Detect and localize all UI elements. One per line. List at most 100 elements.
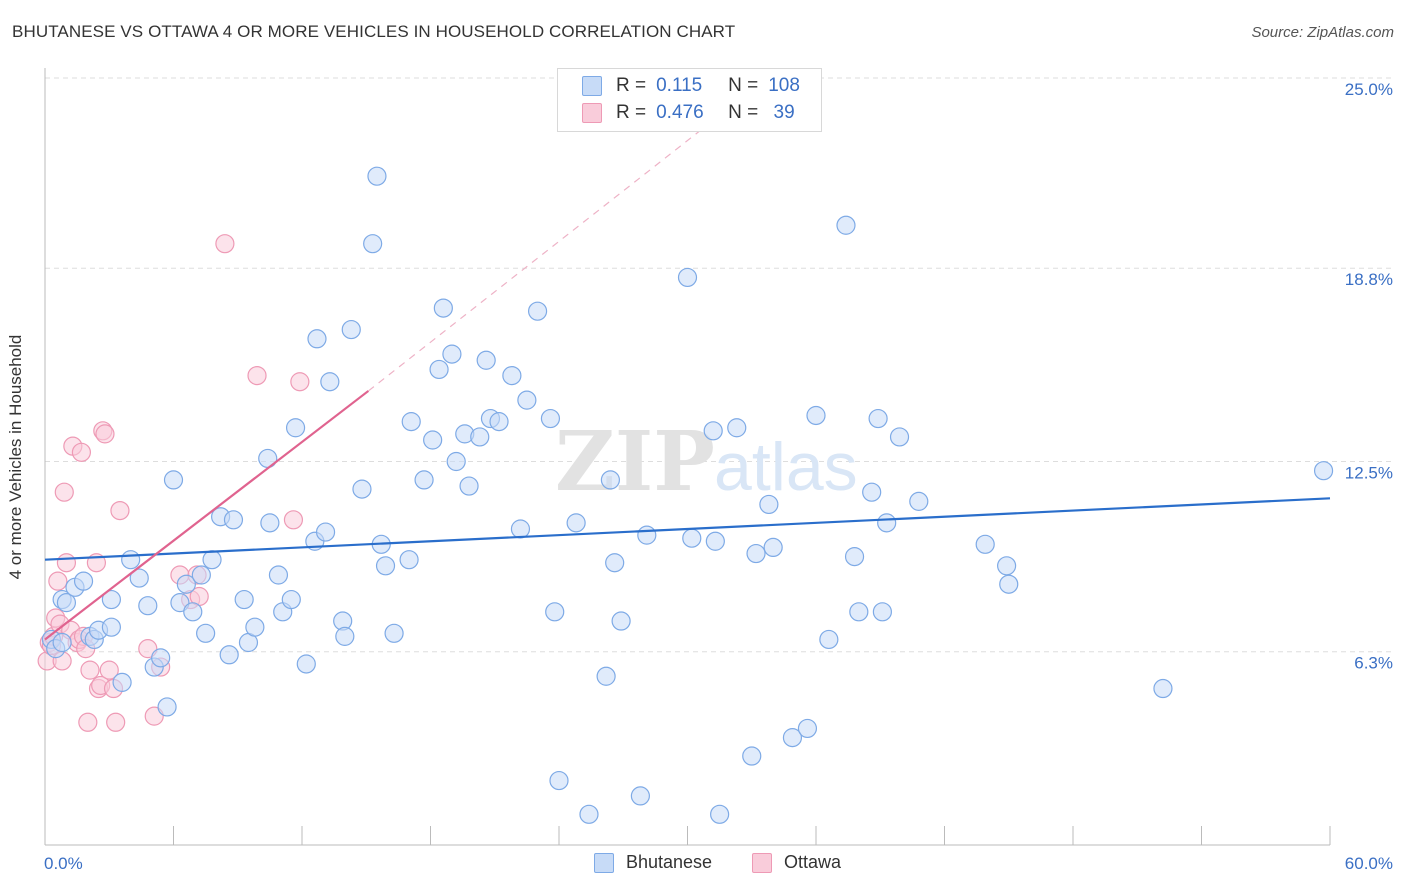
legend-label-ottawa: Ottawa	[784, 852, 842, 872]
bhutanese-point	[566, 513, 586, 533]
ottawa-point	[110, 500, 130, 521]
legend-r-label: R =	[616, 102, 647, 123]
bhutanese-point	[502, 365, 522, 386]
legend-r-label: R =	[616, 75, 647, 96]
bhutanese-point	[157, 697, 177, 717]
chart-title: BHUTANESE VS OTTAWA 4 OR MORE VEHICLES I…	[12, 22, 736, 41]
legend-row-bhutanese: R = 0.115 N = 108	[582, 73, 800, 99]
legend-n-label: N =	[728, 102, 759, 123]
y-tick-label: 18.8%	[1345, 270, 1393, 289]
bhutanese-point	[682, 528, 702, 548]
ottawa-point	[95, 424, 115, 444]
bhutanese-point	[401, 412, 421, 432]
bhutanese-point	[782, 728, 803, 748]
legend-label-bhutanese: Bhutanese	[626, 852, 713, 872]
bhutanese-point	[489, 412, 509, 432]
bhutanese-point	[579, 804, 599, 824]
ottawa-point	[80, 660, 100, 680]
bhutanese-point	[459, 476, 479, 496]
grid-layer	[45, 77, 1393, 653]
bhutanese-point	[611, 611, 631, 631]
ottawa-point	[290, 372, 310, 392]
legend-n-value: 39	[768, 102, 795, 123]
bhutanese-point	[73, 571, 94, 591]
bhutanese-point	[183, 602, 203, 622]
ottawa-trend-extension	[368, 126, 706, 392]
legend-item-ottawa[interactable]: Ottawa	[752, 852, 841, 873]
bhutanese-point	[862, 482, 882, 502]
ottawa-point	[78, 712, 98, 732]
ottawa-point	[283, 510, 304, 530]
bhutanese-point	[510, 519, 531, 539]
bhutanese-point	[352, 479, 372, 499]
bhutanese-point	[176, 574, 196, 594]
trend-lines	[44, 126, 1331, 641]
bhutanese-point	[245, 617, 265, 637]
bhutanese-point	[234, 589, 254, 610]
x-tick-label-min: 0.0%	[44, 854, 83, 873]
bhutanese-point	[763, 537, 783, 558]
bhutanese-point	[630, 786, 650, 806]
legend-n-label: N =	[728, 75, 759, 96]
bhutanese-point	[121, 550, 141, 570]
bhutanese-point	[191, 565, 211, 585]
bhutanese-point	[710, 804, 730, 824]
bhutanese-point	[414, 470, 434, 490]
ottawa-point	[106, 712, 126, 732]
legend-item-bhutanese[interactable]: Bhutanese	[594, 852, 712, 873]
y-tick-label: 12.5%	[1345, 464, 1393, 483]
ottawa-point	[56, 553, 77, 573]
bhutanese-point	[476, 350, 496, 370]
tick-labels: 6.3% 12.5% 18.8% 25.0% 0.0% 60.0%	[44, 80, 1393, 873]
bhutanese-point	[433, 298, 453, 318]
bhutanese-point	[806, 405, 826, 426]
bhutanese-point	[375, 556, 396, 576]
bhutanese-trend-line	[44, 497, 1331, 561]
ottawa-point	[48, 571, 68, 591]
bhutanese-point	[219, 645, 239, 665]
bhutanese-point	[56, 593, 77, 613]
bhutanese-point	[101, 617, 121, 637]
watermark: ZIP atlas	[555, 414, 858, 510]
bhutanese-point	[759, 494, 779, 515]
bhutanese-point	[285, 418, 306, 438]
bhutanese-point	[281, 589, 301, 610]
bhutanese-point	[637, 525, 657, 545]
bhutanese-point	[819, 629, 839, 650]
bhutanese-point	[196, 623, 216, 643]
bhutanese-point	[423, 430, 443, 450]
bhutanese-points	[41, 166, 1334, 824]
bhutanese-point	[909, 491, 929, 511]
bhutanese-point	[1153, 678, 1173, 699]
bhutanese-point	[600, 470, 621, 490]
bhutanese-point	[872, 602, 892, 622]
legend-r-value: 0.115	[656, 75, 703, 96]
source-credit: Source: ZipAtlas.com	[1251, 24, 1394, 41]
bhutanese-point	[545, 602, 565, 622]
bhutanese-point	[1313, 461, 1334, 481]
bhutanese-point	[605, 553, 625, 573]
bhutanese-point	[889, 427, 910, 447]
ottawa-point	[54, 482, 74, 502]
bhutanese-point	[129, 568, 149, 588]
bhutanese-point	[677, 267, 698, 288]
bhutanese-point	[742, 746, 762, 766]
bhutanese-point	[52, 632, 72, 653]
bhutanese-point	[517, 390, 537, 410]
bhutanese-point	[596, 666, 616, 686]
bhutanese-point	[315, 522, 336, 542]
bhutanese-point	[320, 372, 340, 392]
bhutanese-point	[223, 510, 244, 530]
bhutanese-point	[363, 234, 383, 254]
legend-n-value: 108	[768, 75, 800, 96]
bhutanese-point	[849, 602, 869, 622]
bhutanese-point	[999, 574, 1019, 594]
bhutanese-point	[442, 344, 462, 364]
bhutanese-point	[138, 596, 158, 616]
bhutanese-point	[429, 359, 449, 380]
bhutanese-point	[307, 329, 327, 349]
bhutanese-point	[367, 166, 387, 186]
bhutanese-point	[997, 556, 1017, 576]
bhutanese-point	[470, 427, 490, 447]
